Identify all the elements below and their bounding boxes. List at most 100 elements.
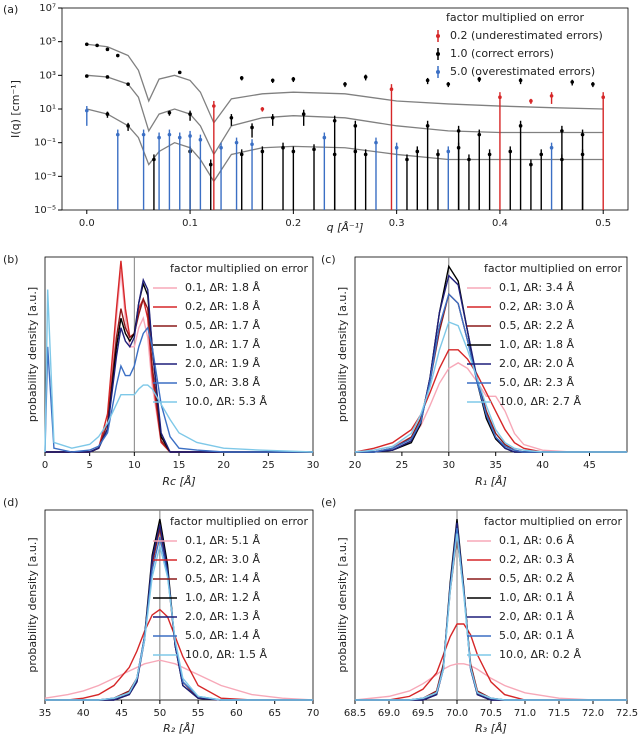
data-point [446, 149, 451, 154]
legend-label: 1.0, ΔR: 1.2 Å [185, 591, 261, 604]
legend-label: 0.5, ΔR: 1.4 Å [185, 572, 261, 585]
data-point [105, 75, 110, 79]
data-point [332, 152, 337, 157]
data-point [415, 149, 420, 154]
data-point [177, 135, 182, 140]
data-point [374, 140, 378, 145]
data-point [270, 116, 275, 120]
data-point [322, 135, 327, 140]
legend-label: 2.0, ΔR: 0.1 Å [499, 610, 575, 623]
data-point [477, 132, 482, 137]
legend-label: 10.0, ΔR: 5.3 Å [185, 395, 268, 408]
x-tick-label: 65 [268, 708, 281, 719]
data-point [260, 107, 265, 111]
legend-label: 0.5, ΔR: 2.2 Å [499, 319, 575, 332]
data-point [250, 125, 254, 130]
data-point [343, 82, 347, 86]
axes-frame [354, 256, 628, 453]
legend-label: 1.0, ΔR: 1.8 Å [499, 338, 575, 351]
y-tick-label: 10⁷ [39, 3, 56, 14]
density-curve [44, 326, 313, 453]
x-tick-label: 71.0 [514, 708, 536, 719]
data-point [281, 145, 285, 150]
data-point [591, 82, 595, 86]
density-curve [354, 349, 627, 453]
data-point [115, 53, 120, 58]
legend-label: 5.0, ΔR: 1.4 Å [185, 629, 261, 642]
legend-label: 1.0, ΔR: 0.1 Å [499, 591, 575, 604]
x-tick-label: 0.4 [492, 218, 508, 229]
data-point [560, 157, 564, 162]
data-point [141, 132, 146, 137]
panel-label: (b) [3, 253, 19, 266]
x-tick-label: 30 [307, 460, 320, 471]
x-tick-label: 0.5 [595, 218, 611, 229]
x-tick-label: 20 [349, 460, 362, 471]
data-point [208, 162, 213, 167]
x-tick-label: 70.5 [480, 708, 502, 719]
density-curve [45, 608, 313, 701]
density-curve [45, 260, 313, 453]
data-point [467, 157, 471, 162]
data-point [498, 95, 502, 100]
data-point [157, 135, 161, 140]
data-point [425, 78, 430, 83]
data-point [270, 78, 275, 83]
data-point [405, 157, 409, 162]
density-curve [45, 527, 313, 701]
legend-label: 0.1, ΔR: 1.8 Å [185, 281, 261, 294]
data-point [487, 152, 492, 157]
data-point [353, 149, 358, 154]
x-tick-label: 5 [86, 460, 92, 471]
y-tick-label: 10⁻³ [34, 171, 56, 182]
data-point [549, 145, 554, 150]
data-point [84, 74, 89, 78]
data-point [601, 95, 606, 100]
data-point [167, 110, 172, 115]
axes-frame [44, 509, 314, 701]
x-tick-label: 68.5 [344, 708, 366, 719]
x-tick-label: 35 [39, 708, 52, 719]
x-tick-label: 0.0 [79, 218, 95, 229]
y-tick-label: 10⁻⁵ [34, 205, 56, 216]
y-axis-label: probability density [a.u.] [26, 537, 39, 672]
data-point [508, 149, 513, 154]
data-point [436, 152, 440, 157]
legend-label: 0.2 (underestimated errors) [450, 29, 603, 42]
data-point [229, 116, 234, 120]
legend-label: 0.1, ΔR: 0.6 Å [499, 534, 575, 547]
legend-label: 10.0, ΔR: 0.2 Å [499, 648, 582, 661]
x-tick-label: 35 [489, 460, 502, 471]
legend-label: 10.0, ΔR: 1.5 Å [185, 648, 268, 661]
y-axis-label: probability density [a.u.] [336, 287, 349, 422]
data-point [239, 152, 244, 157]
x-tick-label: 25 [262, 460, 275, 471]
data-point [126, 124, 130, 128]
data-point [152, 157, 156, 162]
density-curve [45, 546, 313, 701]
data-point [389, 87, 394, 92]
data-point [188, 134, 192, 138]
legend-label: 0.1, ΔR: 5.1 Å [185, 534, 261, 547]
legend-title: factor multiplied on error [446, 11, 584, 24]
density-curve [45, 524, 313, 701]
y-axis-label: I(q) [cm⁻¹] [9, 80, 22, 138]
legend-label: 0.2, ΔR: 3.0 Å [185, 553, 261, 566]
data-point [518, 78, 523, 83]
data-point [477, 77, 482, 81]
x-tick-label: 69.5 [412, 708, 434, 719]
data-point [518, 124, 523, 128]
legend-swatch-dot [436, 34, 440, 38]
x-tick-label: 40 [77, 708, 90, 719]
data-point [212, 104, 216, 108]
x-tick-label: 0.1 [182, 218, 198, 229]
legend-swatch-dot [436, 52, 440, 56]
axes-frame [354, 509, 628, 701]
data-point [312, 147, 316, 152]
data-point [549, 94, 554, 98]
density-curve [355, 264, 627, 453]
x-tick-label: 40 [536, 460, 549, 471]
data-point [115, 132, 120, 137]
data-point [363, 152, 368, 157]
